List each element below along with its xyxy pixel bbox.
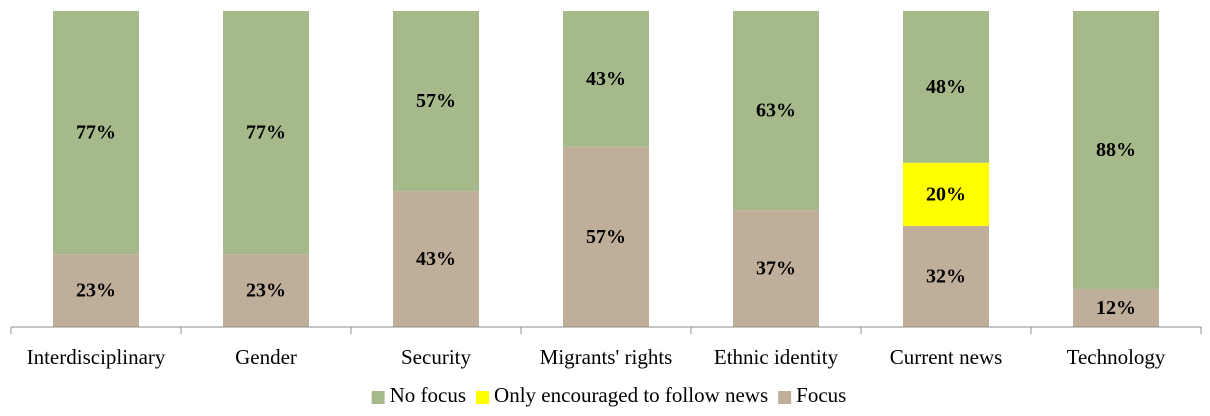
bar-segment-focus-gender — [223, 254, 309, 327]
bar-segment-focus-migrants-rights — [563, 146, 649, 327]
legend-item-no-focus: No focus — [371, 383, 466, 407]
legend-label: No focus — [390, 383, 466, 407]
data-label: 57% — [586, 226, 626, 248]
data-label: 63% — [756, 100, 796, 122]
legend-item-focus: Focus — [778, 383, 846, 407]
legend-swatch — [476, 391, 490, 404]
bar-segment-only-encouraged-to-follow-news-current-news — [903, 162, 989, 226]
legend: No focus Only encouraged to follow news Fo… — [371, 383, 846, 407]
x-tick-label: Ethnic identity — [714, 345, 839, 369]
data-label: 43% — [416, 248, 456, 270]
data-label: 57% — [416, 90, 456, 112]
bar-segment-no-focus-interdisciplinary — [53, 11, 139, 255]
data-label: 20% — [926, 183, 966, 205]
bar-segment-no-focus-ethnic-identity — [733, 11, 819, 211]
bar-segment-no-focus-gender — [223, 11, 309, 255]
x-axis — [10, 326, 1202, 334]
legend-label: Only encouraged to follow news — [494, 383, 768, 407]
data-label: 23% — [76, 280, 116, 302]
bar-segment-focus-technology — [1073, 289, 1159, 327]
legend-swatch — [371, 391, 385, 404]
data-label: 77% — [246, 122, 286, 144]
x-tick-label: Migrants' rights — [540, 345, 673, 369]
x-tick-label: Technology — [1067, 345, 1166, 369]
bar-segment-no-focus-security — [393, 11, 479, 192]
x-tick-label: Interdisciplinary — [27, 345, 166, 369]
data-label: 77% — [76, 122, 116, 144]
data-label: 32% — [926, 265, 966, 287]
bar-segment-focus-current-news — [903, 225, 989, 327]
data-label: 48% — [926, 76, 966, 98]
bar-segment-focus-ethnic-identity — [733, 210, 819, 327]
bars-layer: 23% 77% 23% 77% 43% 57% 57% 43% 37% 63% 32% 20% 48% 1… — [53, 11, 1159, 327]
data-label: 43% — [586, 68, 626, 90]
legend-item-only-encouraged-to-follow-news: Only encouraged to follow news — [476, 383, 768, 407]
bar-segment-no-focus-current-news — [903, 11, 989, 163]
data-label: 23% — [246, 280, 286, 302]
bar-segment-focus-interdisciplinary — [53, 254, 139, 327]
x-tick-label: Security — [401, 345, 471, 369]
x-tick-label: Gender — [235, 345, 297, 369]
data-label: 37% — [756, 258, 796, 280]
bar-segment-no-focus-technology — [1073, 11, 1159, 290]
bar-segment-focus-security — [393, 191, 479, 327]
legend-label: Focus — [796, 383, 846, 407]
bar-segment-no-focus-migrants-rights — [563, 11, 649, 147]
x-tick-label: Current news — [890, 345, 1003, 369]
legend-swatch — [778, 391, 792, 404]
data-label: 12% — [1096, 297, 1136, 319]
data-label: 88% — [1096, 139, 1136, 161]
x-tick-labels: Interdisciplinary Gender Security Migrants'… — [27, 345, 1166, 369]
